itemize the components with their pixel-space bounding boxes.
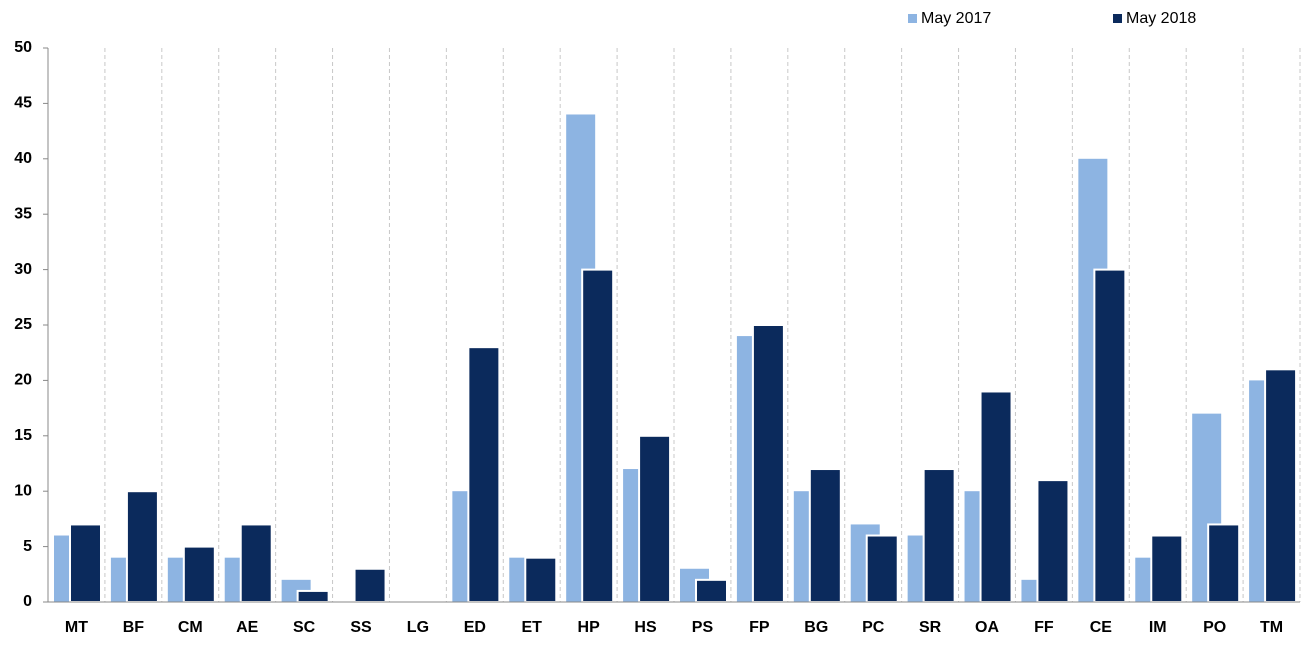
bar <box>524 556 558 603</box>
x-tick-label: PC <box>862 619 885 636</box>
bar <box>69 523 102 603</box>
x-tick-label: PS <box>692 619 714 636</box>
bar <box>979 390 1013 604</box>
bar <box>808 468 842 604</box>
bar <box>467 346 501 603</box>
bar <box>1150 534 1184 604</box>
bar <box>125 490 159 604</box>
bar <box>581 268 615 603</box>
bar <box>182 545 216 603</box>
bar <box>296 589 330 603</box>
x-tick-label: SS <box>350 619 372 636</box>
y-tick-label: 20 <box>14 372 32 389</box>
x-tick-label: IM <box>1149 619 1167 636</box>
x-tick-label: OA <box>975 619 999 636</box>
x-tick-label: TM <box>1260 619 1283 636</box>
x-tick-label: BF <box>123 619 145 636</box>
bar <box>239 523 273 603</box>
x-tick-label: ET <box>522 619 543 636</box>
y-tick-label: 10 <box>14 482 32 499</box>
y-tick-label: 50 <box>14 39 32 56</box>
x-tick-label: SC <box>293 619 316 636</box>
y-tick-label: 25 <box>14 316 32 333</box>
bar <box>1207 523 1241 603</box>
bar <box>1264 368 1298 603</box>
bar <box>865 534 899 604</box>
legend-label: May 2017 <box>921 10 991 27</box>
y-tick-label: 35 <box>14 205 32 222</box>
x-tick-label: HP <box>578 619 601 636</box>
x-tick-label: SR <box>919 619 942 636</box>
bar <box>751 324 785 603</box>
x-tick-label: ED <box>464 619 486 636</box>
x-tick-label: CM <box>178 619 203 636</box>
legend-label: May 2018 <box>1126 10 1196 27</box>
x-tick-label: CE <box>1090 619 1113 636</box>
x-tick-label: FF <box>1034 619 1054 636</box>
x-tick-label: PO <box>1203 619 1226 636</box>
y-tick-label: 30 <box>14 261 32 278</box>
x-tick-label: FP <box>749 619 770 636</box>
x-tick-label: HS <box>634 619 657 636</box>
x-tick-label: MT <box>65 619 88 636</box>
y-tick-label: 40 <box>14 150 32 167</box>
y-tick-label: 0 <box>23 593 32 610</box>
bar <box>922 468 956 604</box>
legend-swatch <box>908 14 917 23</box>
x-tick-label: AE <box>236 619 259 636</box>
bar <box>638 434 672 603</box>
y-tick-label: 5 <box>23 538 32 555</box>
x-tick-label: LG <box>407 619 429 636</box>
legend-swatch <box>1113 14 1122 23</box>
y-tick-label: 15 <box>14 427 32 444</box>
y-tick-label: 45 <box>14 95 32 112</box>
bar <box>1093 268 1127 603</box>
bar <box>1036 479 1070 603</box>
x-tick-label: BG <box>804 619 828 636</box>
bar <box>695 578 728 604</box>
bar <box>353 567 387 604</box>
